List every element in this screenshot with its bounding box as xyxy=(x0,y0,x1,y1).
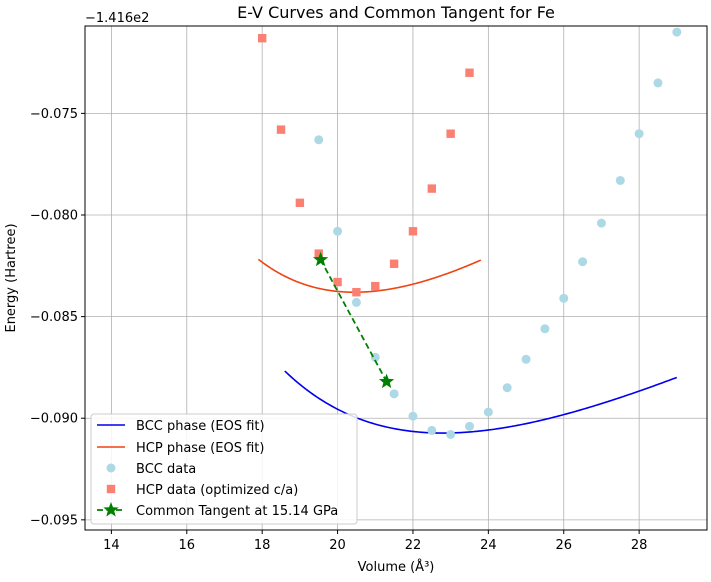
legend-box xyxy=(90,413,358,525)
legend-marker-hcp-data xyxy=(106,484,116,494)
legend-label-hcp-fit: HCP phase (EOS fit) xyxy=(136,441,264,456)
data-points xyxy=(257,27,682,439)
hcp-data-point xyxy=(371,281,380,291)
common-tangent xyxy=(313,251,395,389)
bcc-data-point xyxy=(672,27,682,37)
hcp-fit-curve xyxy=(257,258,482,294)
hcp-data-point xyxy=(465,68,474,77)
bcc-data-point xyxy=(653,78,663,88)
y-tick-label: −0.080 xyxy=(30,209,78,224)
axis-ticks: 14 16 18 20 22 24 26 28 −0.095 −0.090 −0.085 −0.080… xyxy=(30,107,648,553)
bcc-data-point xyxy=(333,226,343,236)
bcc-data-point xyxy=(559,293,569,303)
legend: BCC phase (EOS fit) HCP phase (EOS fit) … xyxy=(90,413,358,525)
x-tick-label: 28 xyxy=(631,538,648,553)
grid-lines xyxy=(85,26,707,530)
x-tick-label: 20 xyxy=(329,538,346,553)
tangent-point-star xyxy=(313,251,329,267)
hcp-data-point xyxy=(333,277,342,287)
eos-curves xyxy=(257,258,678,434)
bcc-data-point xyxy=(596,218,606,228)
bcc-data-point xyxy=(578,257,588,267)
x-tick-label: 14 xyxy=(103,538,120,553)
legend-marker-tangent xyxy=(103,502,119,517)
hcp-data-point xyxy=(276,125,286,134)
x-tick-label: 22 xyxy=(405,538,422,553)
hcp-data-point xyxy=(352,288,361,297)
hcp-data-point xyxy=(427,184,437,193)
bcc-data-point xyxy=(540,324,550,334)
hcp-data-point xyxy=(314,249,323,258)
y-tick-label: −0.095 xyxy=(30,513,78,528)
x-tick-label: 24 xyxy=(480,538,497,553)
legend-markers xyxy=(97,424,125,517)
x-axis-label: Volume (Å³) xyxy=(358,559,435,575)
legend-label-bcc-fit: BCC phase (EOS fit) xyxy=(136,419,265,434)
legend-label-bcc-data: BCC data xyxy=(136,462,196,477)
bcc-data-point xyxy=(465,421,475,431)
bcc-data-point xyxy=(427,425,437,435)
y-tick-label: −0.090 xyxy=(30,412,78,427)
tangent-line xyxy=(319,259,388,383)
x-tick-label: 16 xyxy=(179,538,196,553)
y-axis-label: Energy (Hartree) xyxy=(4,223,19,332)
bcc-data-point xyxy=(521,354,531,364)
bcc-data-point xyxy=(351,297,361,307)
y-offset-label: −1.416e2 xyxy=(85,11,149,26)
hcp-data-point xyxy=(446,129,455,138)
y-tick-label: −0.075 xyxy=(30,107,78,122)
hcp-data-point xyxy=(257,33,267,43)
tangent-point-star xyxy=(378,373,395,389)
chart-title: E-V Curves and Common Tangent for Fe xyxy=(237,3,555,22)
hcp-data-point xyxy=(408,227,418,236)
bcc-data-point xyxy=(408,411,418,421)
bcc-data-point xyxy=(483,407,493,417)
bcc-data-point xyxy=(634,129,644,139)
bcc-data-point xyxy=(314,135,324,145)
bcc-data-point xyxy=(615,175,625,185)
hcp-data-point xyxy=(389,259,399,268)
bcc-data-point xyxy=(446,429,456,439)
x-tick-label: 18 xyxy=(254,538,271,553)
hcp-data-point xyxy=(295,198,305,208)
plot-frame xyxy=(84,25,708,531)
legend-label-tangent: Common Tangent at 15.14 GPa xyxy=(136,504,338,519)
bcc-data-point xyxy=(389,389,399,399)
legend-label-hcp-data: HCP data (optimized c/a) xyxy=(136,483,298,498)
x-tick-label: 26 xyxy=(555,538,572,553)
bcc-data-point xyxy=(502,383,512,393)
legend-marker-bcc-data xyxy=(106,463,116,473)
y-tick-label: −0.085 xyxy=(30,310,78,325)
